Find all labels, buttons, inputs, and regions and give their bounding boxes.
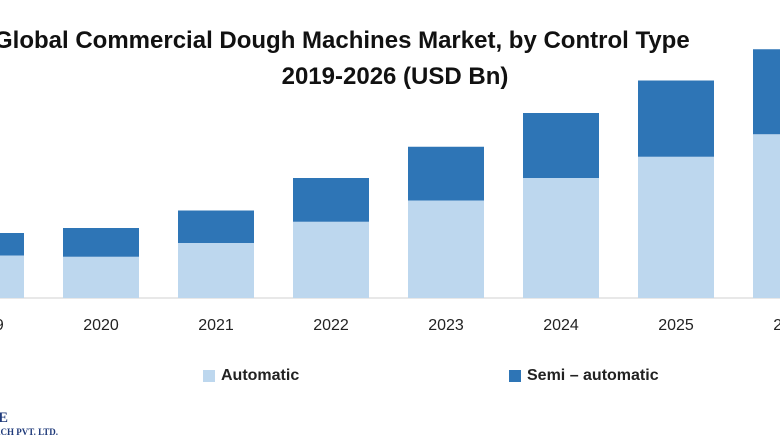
bar-semi-automatic-2023 xyxy=(408,146,484,201)
bar-semi-automatic-2022 xyxy=(293,178,369,222)
bar-automatic-2025 xyxy=(638,156,714,298)
bar-semi-automatic-2024 xyxy=(523,113,599,178)
x-tick-label-2019: 2019 xyxy=(0,317,4,334)
bar-automatic-2023 xyxy=(408,200,484,298)
chart-title: Global Commercial Dough Machines Market,… xyxy=(0,24,780,114)
bar-automatic-2021 xyxy=(178,243,254,298)
x-tick-label-2021: 2021 xyxy=(198,317,234,334)
x-tick-label-2025: 2025 xyxy=(658,317,694,334)
legend-item-semi-automatic: Semi – automatic xyxy=(509,366,659,386)
legend-label-semi-automatic: Semi – automatic xyxy=(527,367,659,384)
x-tick-label-2020: 2020 xyxy=(83,317,119,334)
bar-semi-automatic-2020 xyxy=(63,228,139,257)
bar-automatic-2024 xyxy=(523,178,599,298)
legend-item-automatic: Automatic xyxy=(203,366,299,386)
bar-semi-automatic-2019 xyxy=(0,233,24,256)
bar-semi-automatic-2026 xyxy=(753,49,780,135)
x-tick-label-2023: 2023 xyxy=(428,317,464,334)
x-tick-label-2026: 2026 xyxy=(773,317,780,334)
bar-automatic-2020 xyxy=(63,256,139,298)
bar-semi-automatic-2021 xyxy=(178,210,254,243)
bar-automatic-2019 xyxy=(0,255,24,298)
company-logo: E RCH PVT. LTD. xyxy=(0,410,90,440)
bar-automatic-2022 xyxy=(293,221,369,298)
legend-label-automatic: Automatic xyxy=(221,367,300,384)
chart-title-line-1: Global Commercial Dough Machines Market,… xyxy=(0,27,690,54)
x-tick-label-2024: 2024 xyxy=(543,317,579,334)
x-tick-label-2022: 2022 xyxy=(313,317,349,334)
legend-swatch-semi-automatic xyxy=(509,370,521,382)
legend-swatch-automatic xyxy=(203,370,215,382)
bar-automatic-2026 xyxy=(753,134,780,298)
logo-mark: E xyxy=(0,410,9,426)
logo-subtitle: RCH PVT. LTD. xyxy=(0,427,59,437)
chart-title-line-2: 2019-2026 (USD Bn) xyxy=(281,63,509,90)
bar-semi-automatic-2025 xyxy=(638,80,714,157)
